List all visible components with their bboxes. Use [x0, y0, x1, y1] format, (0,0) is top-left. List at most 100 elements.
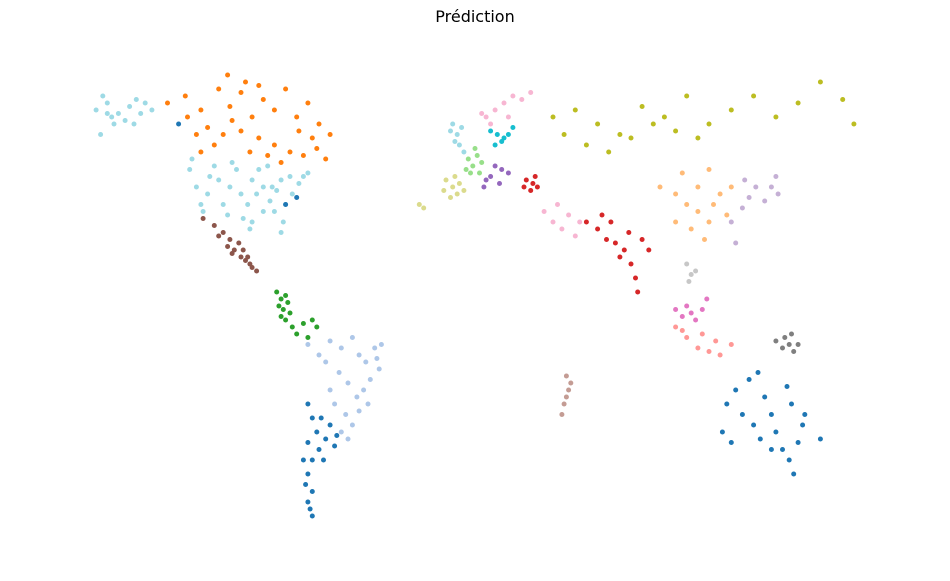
point-e-asia-6	[773, 174, 779, 179]
point-n-canada-34	[256, 83, 262, 88]
point-central-am-9	[289, 324, 295, 330]
point-n-canada-18	[271, 142, 277, 148]
point-india-iran-3	[612, 240, 618, 246]
point-s-south-am-10	[305, 471, 311, 477]
point-us-9	[260, 184, 266, 190]
point-black-sea-0	[523, 177, 529, 183]
cluster-alaska	[93, 93, 155, 137]
point-china-14	[673, 219, 679, 225]
point-australia-9	[786, 457, 792, 463]
point-n-canada-28	[229, 118, 235, 123]
cluster-png	[773, 331, 801, 354]
point-s-south-am-11	[303, 482, 309, 487]
point-us-1	[193, 184, 199, 190]
point-russia-0	[550, 114, 556, 120]
point-australia-8	[780, 447, 785, 452]
point-se-asia-grey-2	[686, 279, 692, 284]
point-c-europe-0	[488, 128, 494, 134]
point-india-iran-0	[583, 219, 589, 225]
point-e-europe-5	[483, 177, 489, 183]
point-w-europe-0	[465, 156, 471, 162]
cluster-se-asia-grey	[684, 261, 699, 284]
cluster-mexico	[200, 216, 260, 274]
point-us-21	[189, 156, 195, 162]
point-png-1	[780, 345, 785, 351]
point-greenland-uk-1	[454, 132, 460, 137]
point-n-canada-15	[220, 132, 226, 137]
point-russia-2	[595, 121, 601, 127]
point-us-11	[274, 188, 280, 193]
cluster-c-europe	[488, 125, 516, 148]
point-w-europe-3	[468, 170, 473, 176]
point-brazil-3	[338, 345, 344, 351]
point-mexico-14	[245, 254, 251, 260]
point-us-23	[220, 202, 226, 207]
cluster-iceland	[416, 202, 427, 211]
cluster-china	[657, 167, 734, 242]
point-russia-11	[795, 100, 801, 106]
point-s-south-am-16	[300, 457, 306, 463]
point-greenland-uk-3	[461, 149, 467, 155]
point-middle-east-6	[555, 202, 560, 207]
point-e-asia-3	[753, 184, 759, 190]
point-w-europe-7	[477, 170, 482, 176]
point-n-canada-26	[278, 160, 284, 165]
point-australia-5	[762, 394, 768, 400]
point-n-canada-33	[225, 72, 231, 78]
point-mexico-5	[238, 254, 244, 260]
cluster-middle-east	[541, 202, 583, 239]
point-e-europe-1	[499, 167, 505, 172]
point-us-29	[278, 230, 284, 235]
point-us-25	[249, 219, 255, 225]
point-russia-6	[684, 93, 690, 99]
point-n-canada-7	[260, 97, 266, 102]
point-us-5	[227, 184, 233, 190]
point-e-asia-9	[733, 240, 739, 246]
point-s-south-am-13	[305, 499, 311, 505]
point-mexico-11	[216, 233, 222, 239]
point-s-south-am-15	[309, 513, 315, 519]
point-indonesia-6	[679, 328, 685, 333]
point-central-am-1	[278, 296, 284, 302]
point-n-canada-31	[296, 128, 302, 134]
point-russia-3	[617, 132, 623, 137]
point-brazil-6	[363, 359, 369, 365]
point-n-canada-27	[185, 114, 190, 120]
point-indonesia-8	[713, 338, 719, 344]
point-russia-9	[751, 93, 757, 99]
point-india-iran-10	[639, 237, 645, 242]
point-china-11	[728, 184, 734, 190]
point-brazil-24	[378, 342, 384, 347]
point-australia-20	[802, 412, 808, 417]
cluster-e-europe	[481, 163, 511, 190]
point-e-asia-8	[742, 177, 748, 183]
cluster-australia	[719, 370, 823, 477]
point-brazil-23	[374, 356, 380, 361]
point-s-south-am-9	[309, 457, 315, 463]
point-n-canada-2	[198, 107, 204, 113]
point-brazil-22	[345, 436, 351, 442]
point-e-asia-2	[746, 195, 752, 200]
point-png-3	[791, 349, 797, 354]
point-russia-7	[706, 121, 712, 127]
cluster-w-europe	[463, 146, 485, 176]
point-australia-13	[784, 384, 790, 389]
point-middle-east-1	[559, 226, 565, 232]
point-us-22	[200, 209, 206, 214]
point-greenland-uk-5	[448, 128, 453, 134]
point-russia-18	[628, 135, 634, 141]
point-us-18	[256, 167, 262, 172]
point-se-asia-pink-5	[704, 296, 710, 302]
cluster-central-am	[274, 289, 320, 340]
point-w-europe-5	[472, 146, 478, 151]
point-us-17	[278, 177, 284, 183]
point-brazil-13	[336, 370, 342, 375]
point-greenland-uk-0	[450, 121, 456, 127]
point-alaska-14	[104, 111, 110, 116]
point-russia-15	[561, 132, 567, 137]
point-us-7	[245, 202, 251, 207]
point-brazil-4	[349, 335, 355, 340]
point-black-sea-2	[534, 184, 540, 190]
point-india-iran-5	[628, 261, 634, 267]
point-russia-4	[639, 104, 645, 109]
